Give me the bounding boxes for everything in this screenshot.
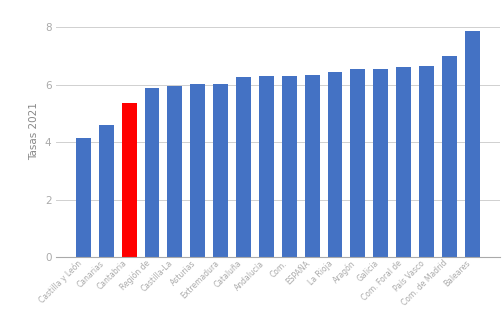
- Bar: [167, 86, 182, 257]
- Bar: [465, 32, 480, 257]
- Bar: [121, 103, 137, 257]
- Bar: [145, 88, 159, 257]
- Bar: [259, 76, 274, 257]
- Bar: [282, 76, 297, 257]
- Bar: [328, 72, 342, 257]
- Bar: [350, 69, 365, 257]
- Bar: [419, 66, 434, 257]
- Bar: [76, 138, 91, 257]
- Bar: [99, 125, 113, 257]
- Y-axis label: Tasas 2021: Tasas 2021: [29, 102, 39, 160]
- Bar: [213, 84, 228, 257]
- Bar: [373, 69, 388, 257]
- Bar: [236, 77, 251, 257]
- Bar: [191, 84, 205, 257]
- Bar: [304, 75, 320, 257]
- Bar: [442, 56, 457, 257]
- Bar: [396, 66, 411, 257]
